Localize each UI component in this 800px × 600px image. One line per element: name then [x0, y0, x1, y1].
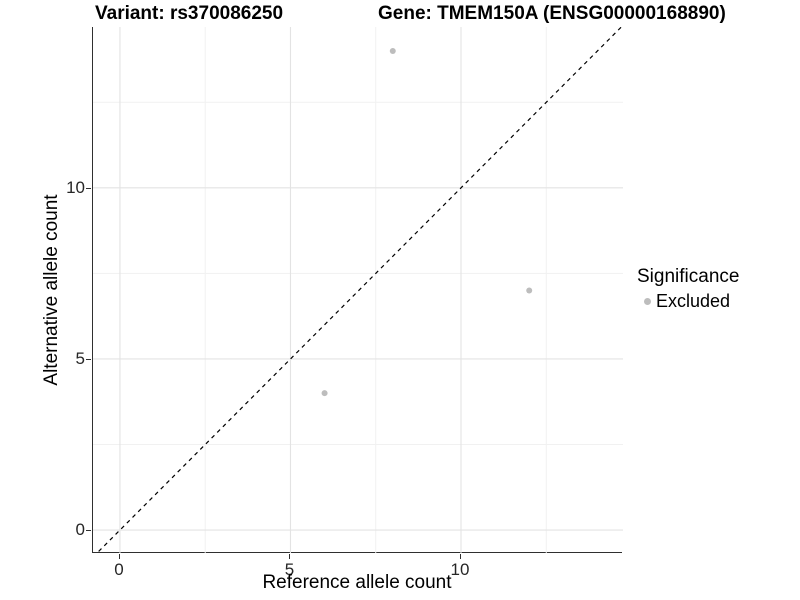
legend-title: Significance — [637, 266, 740, 287]
plot-canvas — [93, 27, 623, 553]
legend-point-icon — [644, 298, 651, 305]
x-tick-mark — [118, 554, 120, 559]
y-tick-label: 10 — [66, 177, 85, 197]
plot-title-variant: Variant: rs370086250 — [95, 3, 284, 24]
legend-item-excluded: Excluded — [637, 291, 739, 312]
identity-reference-line — [96, 27, 623, 553]
data-point — [526, 287, 533, 294]
x-tick-mark — [459, 554, 461, 559]
y-tick-label: 5 — [75, 348, 85, 368]
y-tick-mark — [86, 358, 91, 360]
x-tick-mark — [289, 554, 291, 559]
legend-item-label: Excluded — [656, 291, 731, 311]
x-tick-label: 5 — [284, 560, 295, 579]
data-point — [321, 390, 328, 397]
y-tick-mark — [86, 187, 91, 189]
x-tick-label: 0 — [114, 560, 124, 579]
plot-panel — [92, 27, 623, 553]
legend: Significance Excluded — [637, 266, 739, 312]
y-tick-label: 0 — [75, 520, 85, 540]
x-tick-label: 10 — [450, 560, 470, 579]
y-tick-mark — [86, 530, 91, 532]
data-point — [389, 47, 396, 54]
x-axis-title: Reference allele count — [262, 572, 452, 593]
plot-title-gene: Gene: TMEM150A (ENSG00000168890) — [378, 3, 726, 24]
